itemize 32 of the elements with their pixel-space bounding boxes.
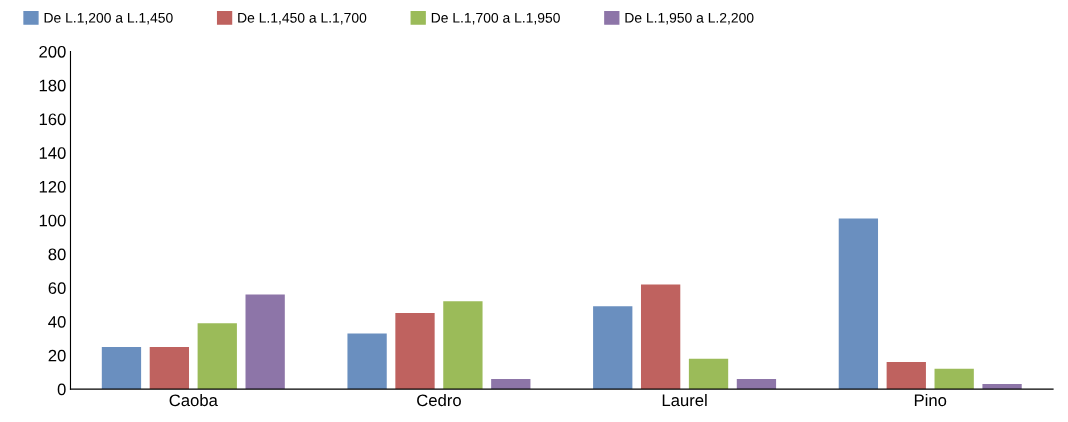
bar xyxy=(443,301,483,390)
y-tick-label: 100 xyxy=(39,214,66,227)
legend-label: De L.1,200 a L.1,450 xyxy=(44,12,173,25)
bar xyxy=(640,284,681,390)
y-tick-label: 20 xyxy=(48,349,66,362)
y-tick-label: 180 xyxy=(39,79,66,92)
y-tick-label: 40 xyxy=(48,315,66,328)
y-tick-label: 140 xyxy=(39,147,66,159)
bar xyxy=(197,323,237,390)
bar xyxy=(838,218,879,390)
bar xyxy=(688,358,729,390)
y-tick-label: 200 xyxy=(39,45,66,58)
bar xyxy=(245,294,285,390)
legend-label: De L.1,950 a L.2,200 xyxy=(625,12,754,25)
legend-label: De L.1,700 a L.1,950 xyxy=(431,12,560,25)
x-tick-label: Cedro xyxy=(417,393,461,407)
bar xyxy=(934,368,974,390)
y-tick-label: 0 xyxy=(57,383,66,396)
legend-label: De L.1,450 a L.1,700 xyxy=(238,12,367,25)
x-tick-label: Pino xyxy=(914,393,947,407)
bar xyxy=(101,346,142,390)
bar xyxy=(886,362,926,390)
y-tick-label: 60 xyxy=(48,282,66,295)
y-tick-label: 80 xyxy=(48,248,66,261)
y-tick-label: 120 xyxy=(39,180,66,193)
bar xyxy=(347,333,387,390)
bar xyxy=(149,346,190,390)
bar xyxy=(395,313,435,390)
x-tick-label: Caoba xyxy=(169,393,218,407)
x-tick-label: Laurel xyxy=(662,393,707,407)
bar xyxy=(593,306,633,390)
y-tick-label: 160 xyxy=(39,113,66,126)
